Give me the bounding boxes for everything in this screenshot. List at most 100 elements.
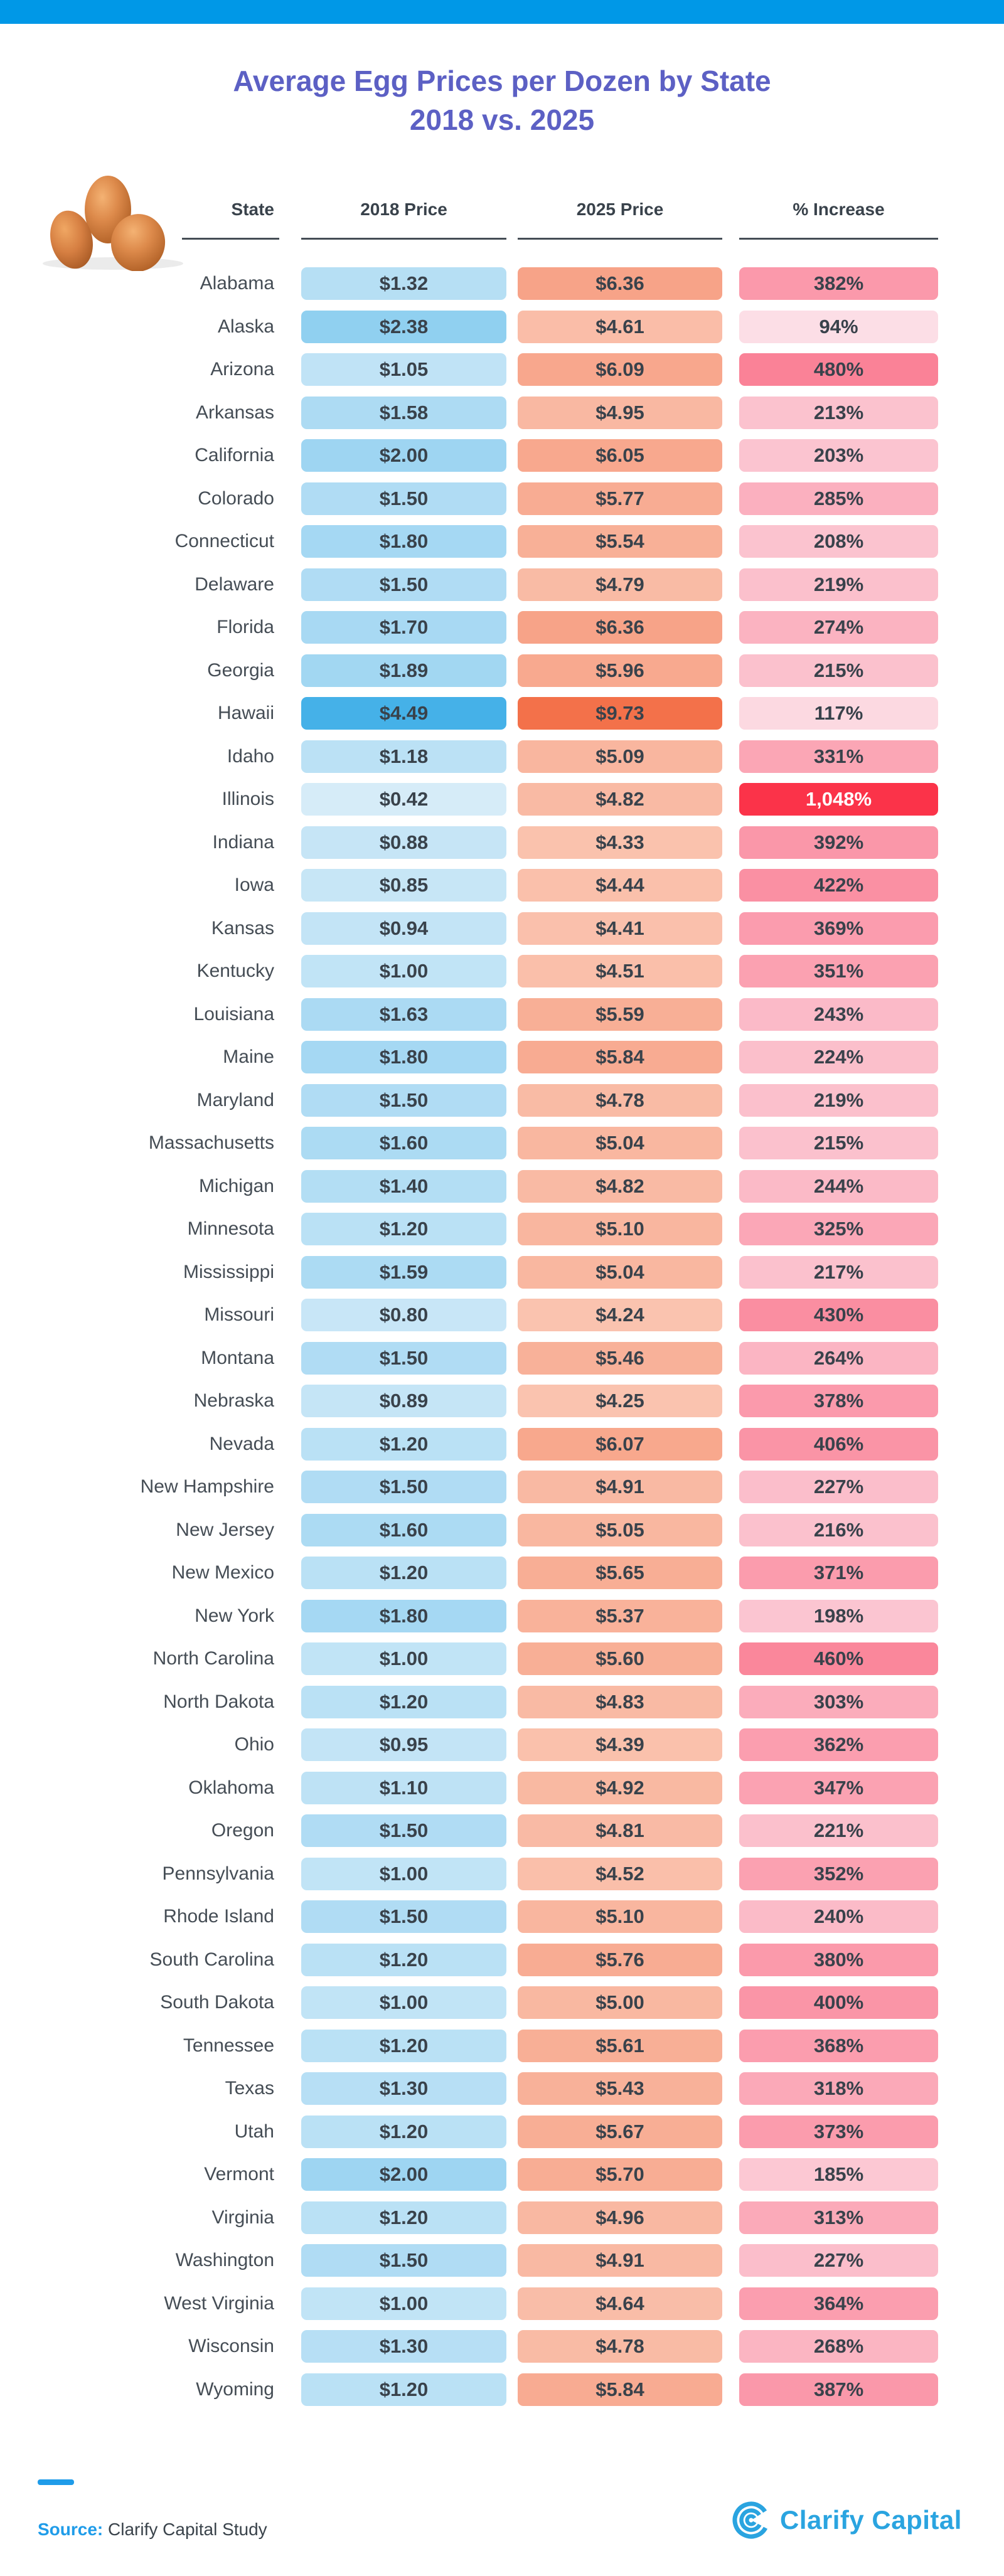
price-2025-cell: $4.51 [518,955,722,988]
state-label: Virginia [211,2206,274,2228]
state-label: Idaho [227,745,274,767]
state-label: South Carolina [149,1949,274,1970]
table-row: New Mexico $1.20 $5.65 371% [0,1551,1004,1595]
price-2025-cell: $5.84 [518,1041,722,1074]
table-row: Texas $1.30 $5.43 318% [0,2067,1004,2110]
brand-lockup: Clarify Capital [731,2500,962,2540]
price-2018-cell: $1.50 [301,2244,506,2277]
price-2018-cell: $1.50 [301,568,506,601]
price-2025-cell: $6.09 [518,353,722,386]
state-label: Ohio [234,1734,274,1755]
price-2025-cell: $4.52 [518,1857,722,1890]
price-2018-cell: $1.20 [301,1557,506,1590]
percent-increase-cell: 400% [739,1986,938,2020]
price-2018-cell: $1.50 [301,482,506,515]
table-row: West Virginia $1.00 $4.64 364% [0,2282,1004,2326]
table-row: Alabama $1.32 $6.36 382% [0,262,1004,306]
percent-increase-cell: 430% [739,1299,938,1332]
table-row: Alaska $2.38 $4.61 94% [0,306,1004,349]
price-2025-cell: $4.64 [518,2287,722,2320]
table-row: Connecticut $1.80 $5.54 208% [0,520,1004,563]
price-2025-cell: $5.04 [518,1127,722,1160]
state-label: Nevada [209,1433,274,1454]
price-2018-cell: $1.05 [301,353,506,386]
percent-increase-cell: 268% [739,2330,938,2363]
state-label: New York [195,1605,274,1626]
state-label: Delaware [195,573,274,595]
table-row: Wyoming $1.20 $5.84 387% [0,2368,1004,2412]
state-label: Connecticut [174,531,274,552]
state-label: Indiana [212,831,274,853]
table-row: Rhode Island $1.50 $5.10 240% [0,1895,1004,1939]
price-2018-cell: $4.49 [301,697,506,730]
price-2025-cell: $5.10 [518,1213,722,1246]
table-row: South Carolina $1.20 $5.76 380% [0,1939,1004,1982]
price-2018-cell: $1.40 [301,1169,506,1203]
table-row: Massachusetts $1.60 $5.04 215% [0,1122,1004,1165]
table-row: Kentucky $1.00 $4.51 351% [0,950,1004,993]
table-row: Oklahoma $1.10 $4.92 347% [0,1767,1004,1810]
price-2025-cell: $4.95 [518,396,722,429]
price-2018-cell: $1.89 [301,654,506,687]
price-2018-cell: $1.50 [301,1083,506,1117]
price-2018-cell: $0.42 [301,783,506,816]
percent-increase-cell: 240% [739,1900,938,1934]
price-2025-cell: $4.91 [518,1471,722,1504]
state-label: California [195,445,274,466]
table-row: North Carolina $1.00 $5.60 460% [0,1637,1004,1681]
price-2025-cell: $4.78 [518,1083,722,1117]
state-label: North Dakota [163,1691,274,1712]
percent-increase-cell: 221% [739,1814,938,1848]
percent-increase-cell: 313% [739,2201,938,2234]
table-row: New York $1.80 $5.37 198% [0,1595,1004,1638]
percent-increase-cell: 331% [739,740,938,773]
price-2018-cell: $1.20 [301,2029,506,2062]
price-2025-cell: $6.05 [518,439,722,472]
percent-increase-cell: 351% [739,955,938,988]
footer-accent-dash [38,2479,74,2485]
price-2025-cell: $5.76 [518,1943,722,1976]
state-label: Michigan [198,1175,274,1196]
table-row: New Jersey $1.60 $5.05 216% [0,1509,1004,1552]
percent-increase-cell: 378% [739,1385,938,1418]
price-2018-cell: $1.30 [301,2072,506,2105]
price-2025-cell: $5.54 [518,525,722,558]
price-2025-cell: $5.05 [518,1513,722,1546]
percent-increase-cell: 392% [739,826,938,859]
table-row: Louisiana $1.63 $5.59 243% [0,993,1004,1036]
price-2018-cell: $1.70 [301,611,506,644]
price-2025-cell: $5.77 [518,482,722,515]
state-label: Arkansas [195,402,274,423]
table-row: Arkansas $1.58 $4.95 213% [0,391,1004,435]
page-title-line2: 2018 vs. 2025 [409,104,595,136]
percent-increase-cell: 215% [739,654,938,687]
state-label: Minnesota [187,1218,274,1240]
price-2025-cell: $9.73 [518,697,722,730]
state-label: Alabama [200,273,274,294]
percent-increase-cell: 216% [739,1513,938,1546]
percent-increase-cell: 1,048% [739,783,938,816]
price-2018-cell: $1.32 [301,267,506,301]
percent-increase-cell: 243% [739,998,938,1031]
state-label: Oklahoma [188,1777,274,1798]
percent-increase-cell: 213% [739,396,938,429]
percent-increase-cell: 380% [739,1943,938,1976]
table-row: Pennsylvania $1.00 $4.52 352% [0,1853,1004,1896]
price-2018-cell: $0.80 [301,1299,506,1332]
table-row: Kansas $0.94 $4.41 369% [0,907,1004,950]
column-header-state: State [231,200,274,219]
state-label: Tennessee [183,2035,274,2056]
table-row: Virginia $1.20 $4.96 313% [0,2196,1004,2240]
state-label: Louisiana [193,1003,274,1025]
price-2025-cell: $5.10 [518,1900,722,1934]
table-row: North Dakota $1.20 $4.83 303% [0,1681,1004,1724]
table-row: Vermont $2.00 $5.70 185% [0,2153,1004,2196]
state-label: New Hampshire [140,1476,274,1498]
price-2018-cell: $1.80 [301,1041,506,1074]
state-label: Texas [225,2078,274,2099]
percent-increase-cell: 480% [739,353,938,386]
table-row: Florida $1.70 $6.36 274% [0,606,1004,649]
price-2018-cell: $1.50 [301,1900,506,1934]
percent-increase-cell: 227% [739,2244,938,2277]
percent-increase-cell: 368% [739,2029,938,2062]
